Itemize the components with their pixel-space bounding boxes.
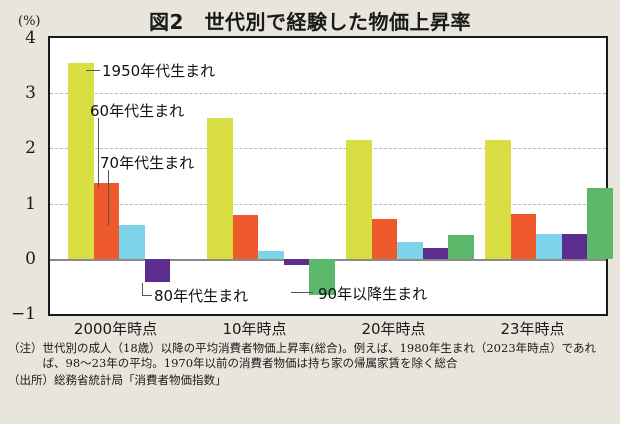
annotation-leader-line: [142, 283, 143, 295]
gridline-1: [50, 203, 606, 205]
footnote-source: （出所） 総務省統計局「消費者物価指数」: [8, 373, 616, 388]
x-axis-label: 10年時点: [222, 320, 287, 338]
y-axis-unit-label: (%): [18, 14, 41, 29]
bar: [93, 183, 119, 259]
gridline-3: [50, 93, 606, 95]
page-title: 図2 世代別で経験した物価上昇率: [149, 10, 471, 34]
bar: [422, 247, 448, 259]
gridline-2: [50, 148, 606, 150]
annotation-leader-line: [291, 292, 313, 293]
bar: [119, 224, 145, 259]
plot-area: [48, 36, 613, 316]
footnote-note-tag: （注）: [8, 341, 43, 355]
footnote-note: （注） 世代別の成人（18歳）以降の平均消費者物価上昇率(総合)。例えば、198…: [8, 341, 616, 371]
bar: [397, 242, 423, 259]
x-axis-label: 20年時点: [361, 320, 426, 338]
series-annotation-a80: 80年代生まれ: [154, 287, 249, 305]
bar: [283, 258, 309, 266]
bar: [536, 233, 562, 259]
bar: [207, 118, 233, 259]
footnote-source-body: 総務省統計局「消費者物価指数」: [54, 373, 227, 388]
annotation-leader-line: [98, 118, 99, 188]
series-annotation-a90: 90年以降生まれ: [318, 285, 428, 303]
series-annotation-a1950: 1950年代生まれ: [102, 62, 216, 80]
footnote-source-tag: （出所）: [8, 373, 54, 388]
bar: [510, 213, 536, 259]
bar: [232, 214, 258, 259]
y-tick-label: 3: [25, 83, 36, 104]
footnote-note-body: 世代別の成人（18歳）以降の平均消費者物価上昇率(総合)。例えば、1980年生ま…: [42, 341, 597, 371]
bar: [371, 218, 397, 259]
series-annotation-a70: 70年代生まれ: [100, 154, 195, 172]
annotation-leader-line: [142, 295, 152, 296]
y-tick-label: 0: [25, 248, 36, 269]
x-axis-label: 2000年時点: [73, 320, 158, 338]
y-tick-label: 2: [25, 138, 36, 159]
bar: [346, 140, 372, 259]
y-tick-label: 4: [25, 28, 36, 48]
annotation-leader-line: [108, 170, 109, 226]
bar: [485, 140, 511, 259]
bar: [258, 250, 284, 259]
footnotes: （注） 世代別の成人（18歳）以降の平均消費者物価上昇率(総合)。例えば、198…: [8, 341, 616, 389]
plot-inner: [50, 38, 613, 314]
bar: [68, 62, 94, 259]
y-tick-label: 1: [25, 193, 36, 214]
bar: [587, 188, 613, 259]
series-annotation-a60: 60年代生まれ: [90, 102, 185, 120]
bar: [309, 258, 335, 296]
y-tick-label: −1: [10, 304, 36, 324]
bar: [448, 235, 474, 259]
bar: [561, 233, 587, 259]
annotation-leader-line: [86, 70, 100, 71]
x-axis-label: 23年時点: [500, 320, 565, 338]
bar: [144, 258, 170, 282]
